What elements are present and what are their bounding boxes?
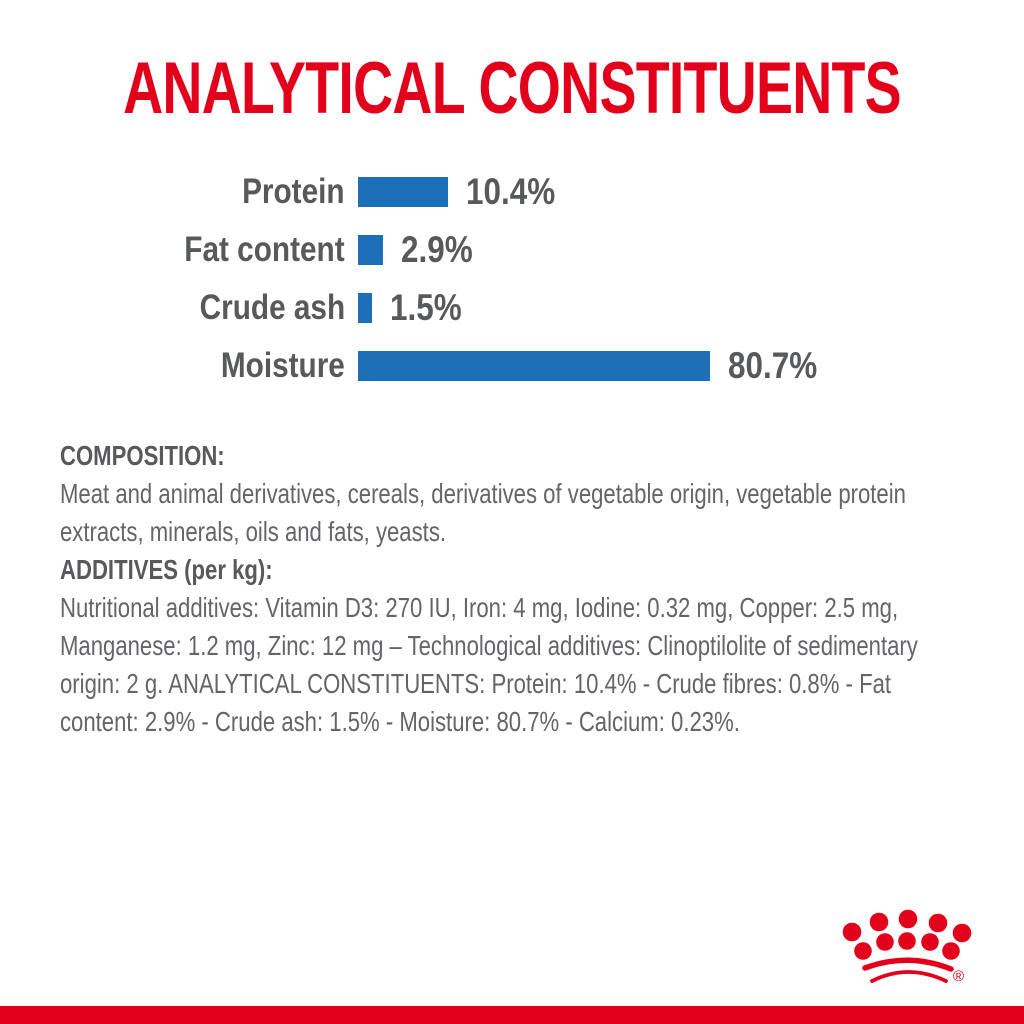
bar-protein bbox=[358, 177, 448, 207]
bar-moisture bbox=[358, 351, 710, 381]
bar-value-fat-content: 2.9% bbox=[401, 229, 485, 271]
bar-value-text: 10.4% bbox=[466, 171, 556, 212]
bar-value-text: 1.5% bbox=[390, 287, 462, 328]
chart-row-fat-content: Fat content 2.9% bbox=[0, 229, 1024, 270]
analytical-constituents-bar-chart: Protein 10.4% Fat content 2.9% Crude ash… bbox=[0, 171, 1024, 409]
bar-label-text: Fat content bbox=[184, 230, 345, 269]
bar-value-moisture: 80.7% bbox=[728, 345, 833, 387]
bar-crude-ash bbox=[358, 293, 372, 323]
chart-row-moisture: Moisture 80.7% bbox=[0, 345, 1024, 386]
registered-trademark-icon: ® bbox=[953, 968, 964, 985]
bar-value-crude-ash: 1.5% bbox=[390, 287, 474, 329]
bar-label-crude-ash: Crude ash bbox=[0, 288, 345, 328]
bar-label-fat-content: Fat content bbox=[0, 230, 345, 270]
bar-value-protein: 10.4% bbox=[466, 171, 571, 213]
bar-value-text: 2.9% bbox=[401, 229, 473, 270]
bar-fat-content bbox=[358, 235, 383, 265]
bar-label-text: Moisture bbox=[221, 346, 345, 385]
composition-heading: COMPOSITION: bbox=[60, 440, 225, 471]
royal-canin-crown-logo: ® bbox=[842, 909, 972, 985]
page-title: ANALYTICAL CONSTITUENTS bbox=[123, 48, 902, 129]
bar-label-moisture: Moisture bbox=[0, 346, 345, 386]
bar-value-text: 80.7% bbox=[728, 345, 818, 386]
bottom-red-strip bbox=[0, 1006, 1024, 1024]
additives-heading: ADDITIVES (per kg): bbox=[60, 554, 273, 585]
crown-base-arcs bbox=[862, 957, 954, 983]
composition-body: Meat and animal derivatives, cereals, de… bbox=[60, 478, 906, 547]
crown-dots bbox=[842, 909, 972, 960]
chart-row-crude-ash: Crude ash 1.5% bbox=[0, 287, 1024, 328]
bar-label-text: Protein bbox=[242, 172, 345, 211]
label-text-block: COMPOSITION: Meat and animal derivatives… bbox=[60, 437, 992, 741]
bar-label-text: Crude ash bbox=[199, 288, 345, 327]
additives-body: Nutritional additives: Vitamin D3: 270 I… bbox=[60, 592, 918, 737]
bar-label-protein: Protein bbox=[0, 172, 345, 212]
chart-row-protein: Protein 10.4% bbox=[0, 171, 1024, 212]
